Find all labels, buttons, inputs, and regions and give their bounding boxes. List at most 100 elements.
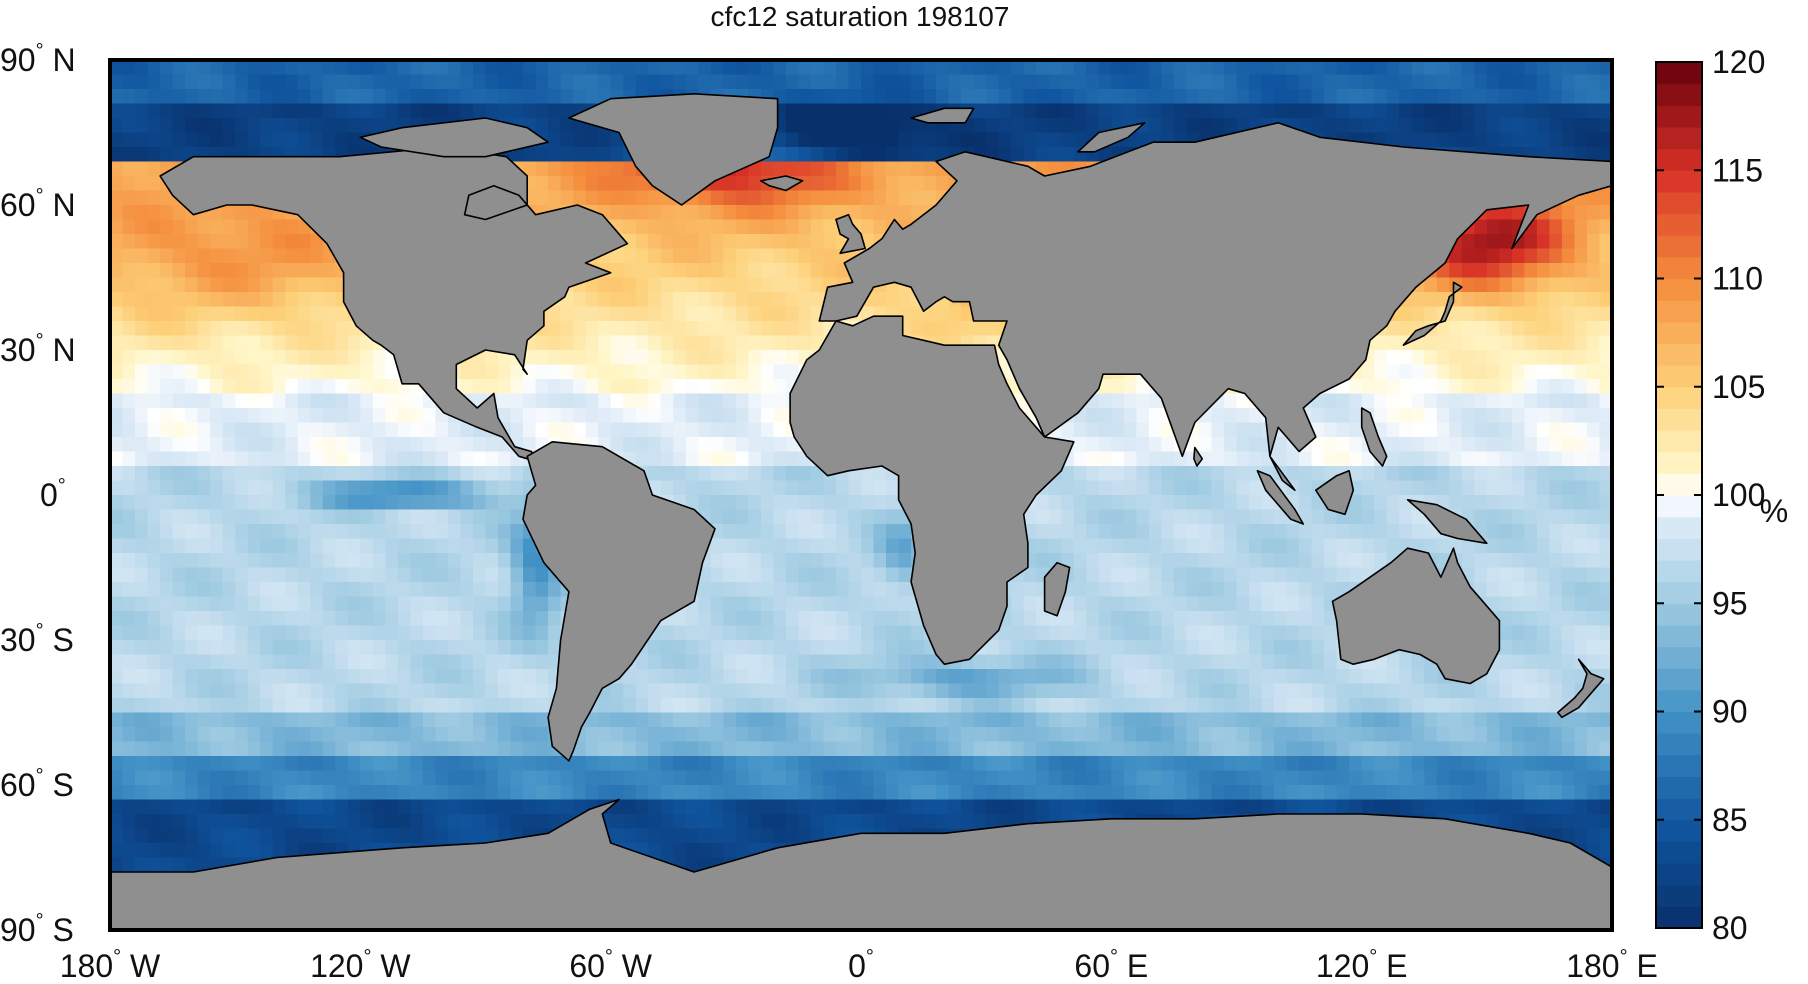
field-cell <box>185 625 199 641</box>
field-cell <box>1236 437 1250 453</box>
field-cell <box>247 451 261 467</box>
field-cell <box>1599 625 1612 641</box>
field-cell <box>1511 451 1526 467</box>
field-cell <box>1236 567 1250 583</box>
field-cell <box>1073 524 1088 540</box>
field-cell <box>598 60 612 76</box>
field-cell <box>798 205 812 221</box>
field-cell <box>260 538 274 554</box>
field-cell <box>685 611 700 627</box>
field-cell <box>911 89 925 105</box>
field-cell <box>460 582 474 598</box>
field-cell <box>886 509 900 525</box>
field-cell <box>447 466 462 482</box>
field-cell <box>698 495 712 511</box>
field-cell <box>1023 147 1037 163</box>
field-cell <box>447 103 462 119</box>
field-cell <box>1399 509 1413 525</box>
field-cell <box>260 234 274 250</box>
field-cell <box>322 292 337 308</box>
field-cell <box>1161 625 1175 641</box>
field-cell <box>773 640 787 656</box>
field-cell <box>798 654 812 670</box>
field-cell <box>773 161 787 177</box>
field-cell <box>623 306 637 322</box>
field-cell <box>335 364 349 380</box>
field-cell <box>748 219 762 235</box>
field-cell <box>523 611 537 627</box>
field-cell <box>1011 640 1025 656</box>
field-cell <box>836 596 850 612</box>
field-cell <box>247 567 261 583</box>
field-cell <box>986 118 1000 134</box>
field-cell <box>110 147 124 163</box>
field-cell <box>735 509 750 525</box>
field-cell <box>210 422 224 438</box>
field-cell <box>1224 437 1238 453</box>
field-cell <box>836 74 850 90</box>
field-cell <box>1524 60 1538 76</box>
field-cell <box>473 451 487 467</box>
field-cell <box>685 364 700 380</box>
field-cell <box>197 625 211 641</box>
field-cell <box>285 364 299 380</box>
field-cell <box>685 292 700 308</box>
field-cell <box>410 596 424 612</box>
field-cell <box>122 625 136 641</box>
field-cell <box>698 74 712 90</box>
field-cell <box>460 60 474 76</box>
field-cell <box>1549 60 1563 76</box>
field-cell <box>397 437 412 453</box>
field-cell <box>510 466 524 482</box>
field-cell <box>1374 393 1388 409</box>
field-cell <box>485 60 499 76</box>
field-cell <box>185 538 199 554</box>
field-cell <box>260 625 274 641</box>
field-cell <box>485 509 499 525</box>
field-cell <box>698 321 712 337</box>
field-cell <box>135 176 149 192</box>
field-cell <box>748 292 762 308</box>
field-cell <box>698 379 712 395</box>
field-cell <box>272 538 286 554</box>
field-cell <box>785 654 800 670</box>
field-cell <box>447 60 462 76</box>
field-cell <box>1098 408 1113 424</box>
field-cell <box>1587 524 1601 540</box>
field-cell <box>1224 567 1238 583</box>
field-cell <box>473 466 487 482</box>
field-cell <box>1587 451 1601 467</box>
field-cell <box>185 451 199 467</box>
field-cell <box>1511 306 1526 322</box>
field-cell <box>873 161 887 177</box>
field-cell <box>510 103 524 119</box>
field-cell <box>1561 248 1576 264</box>
field-cell <box>1061 625 1075 641</box>
field-cell <box>698 582 712 598</box>
field-cell <box>1511 408 1526 424</box>
field-cell <box>210 654 224 670</box>
field-cell <box>1186 524 1200 540</box>
field-cell <box>235 553 249 569</box>
field-cell <box>848 524 862 540</box>
field-cell <box>735 596 750 612</box>
field-cell <box>836 640 850 656</box>
field-cell <box>623 335 637 351</box>
field-cell <box>1261 451 1275 467</box>
field-cell <box>523 60 537 76</box>
field-cell <box>1098 509 1113 525</box>
field-cell <box>1449 335 1463 351</box>
field-cell <box>785 190 800 206</box>
field-cell <box>360 437 374 453</box>
field-cell <box>1449 451 1463 467</box>
field-cell <box>585 393 599 409</box>
field-cell <box>210 625 224 641</box>
field-cell <box>635 292 649 308</box>
field-cell <box>823 538 837 554</box>
field-cell <box>1123 640 1138 656</box>
field-cell <box>898 161 912 177</box>
field-cell <box>1148 596 1163 612</box>
field-cell <box>1336 567 1350 583</box>
field-cell <box>422 654 437 670</box>
field-cell <box>1199 422 1213 438</box>
